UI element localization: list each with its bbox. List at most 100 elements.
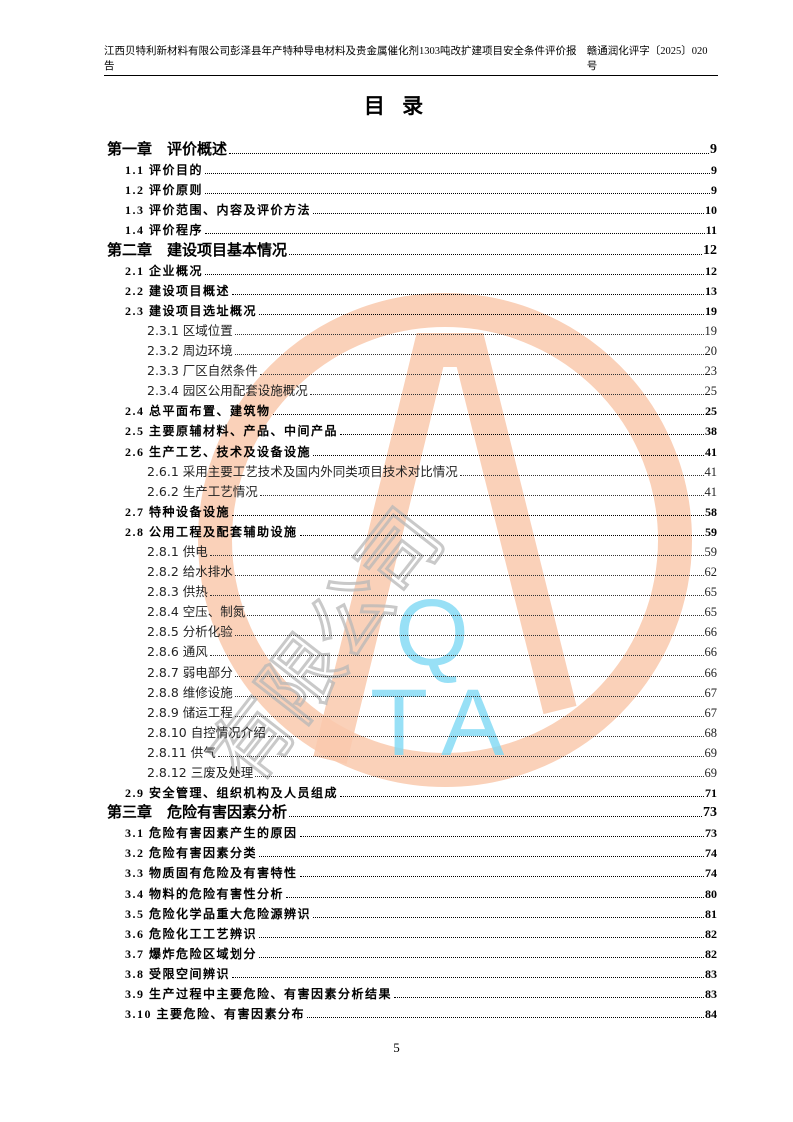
toc-entry-label: 2.8.3 供热 [147,584,208,600]
dot-leader [259,856,704,858]
toc-section-entry[interactable]: 2.5 主要原辅材料、产品、中间产品 38 [107,418,717,438]
toc-entry-label: 2.8 公用工程及配套辅助设施 [125,524,298,539]
toc-entry-page: 83 [705,966,717,981]
toc-entry-label: 3.4 物料的危险有害性分析 [125,886,285,901]
toc-section-entry[interactable]: 3.8 受限空间辨识 83 [107,961,717,981]
toc-section-entry[interactable]: 3.7 爆炸危险区域划分 82 [107,941,717,961]
toc-entry-label: 1.4 评价程序 [125,223,204,238]
toc-entry-label: 2.8.4 空压、制氮 [147,604,246,620]
toc-subsection-entry[interactable]: 2.8.5 分析化验 66 [107,619,717,640]
toc-subsection-entry[interactable]: 2.8.9 储运工程 67 [107,700,717,720]
toc-subsection-entry[interactable]: 2.8.8 维修设施 67 [107,680,717,700]
toc-section-entry[interactable]: 3.10 主要危险、有害因素分布 84 [107,1001,717,1021]
dot-leader [272,414,704,416]
toc-entry-page: 82 [705,946,717,961]
dot-leader [313,916,704,918]
dot-leader [313,213,704,215]
toc-entry-label: 2.3 建设项目选址概况 [125,303,258,318]
toc-section-entry[interactable]: 1.4 评价程序 11 [107,217,717,237]
page-header: 江西贝特利新材料有限公司彭泽县年产特种导电材料及贵金属催化剂1303吨改扩建项目… [104,46,718,76]
toc-entry-page: 74 [705,846,717,861]
toc-section-entry[interactable]: 3.3 物质固有危险及有害特性 74 [107,860,717,880]
toc-subsection-entry[interactable]: 2.3.2 周边环境 20 [107,338,718,359]
toc-chapter-entry[interactable]: 第三章 危险有害因素分析 73 [107,800,717,822]
toc-entry-page: 9 [711,163,717,178]
toc-subsection-entry[interactable]: 2.8.6 通风 66 [107,639,717,660]
toc-subsection-entry[interactable]: 2.3.4 园区公用配套设施概况 25 [107,378,718,399]
toc-section-entry[interactable]: 2.1 企业概况 12 [107,258,717,278]
toc-section-entry[interactable]: 2.3 建设项目选址概况 19 [107,298,717,318]
toc-section-entry[interactable]: 1.2 评价原则 9 [107,177,717,197]
toc-section-entry[interactable]: 2.9 安全管理、组织机构及人员组成 71 [107,780,717,800]
toc-subsection-entry[interactable]: 2.3.1 区域位置 19 [107,318,717,338]
toc-entry-label: 2.1 企业概况 [125,263,204,278]
toc-subsection-entry[interactable]: 2.6.1 采用主要工艺技术及国内外同类项目技术对比情况 41 [107,459,717,479]
dot-leader [232,293,704,295]
toc-entry-page: 25 [704,384,718,399]
page-number: 5 [393,1040,400,1055]
dot-leader [234,354,704,356]
dot-leader [459,474,704,476]
dot-leader [209,595,704,597]
dot-leader [205,233,705,235]
toc-entry-label: 3.1 危险有害因素产生的原因 [125,826,298,841]
toc-entry-label: 2.6 生产工艺、技术及设备设施 [125,444,312,459]
toc-subsection-entry[interactable]: 2.8.2 给水排水 62 [107,559,717,580]
toc-entry-label: 2.8.10 自控情况介绍 [147,724,266,740]
toc-entry-page: 25 [705,404,717,419]
toc-entry-label: 第二章 建设项目基本情况 [107,242,288,259]
dot-leader [217,755,704,757]
toc-subsection-entry[interactable]: 2.8.4 空压、制氮 65 [107,599,717,620]
toc-entry-page: 9 [710,142,717,158]
toc-entry-label: 2.8.9 储运工程 [147,704,233,720]
toc-subsection-entry[interactable]: 2.8.7 弱电部分 66 [107,659,718,680]
toc-entry-page: 83 [705,987,717,1002]
toc-subsection-entry[interactable]: 2.6.2 生产工艺情况 41 [107,479,717,499]
toc-section-entry[interactable]: 3.9 生产过程中主要危险、有害因素分析结果 83 [107,981,717,1001]
toc-section-entry[interactable]: 2.8 公用工程及配套辅助设施 59 [107,519,717,539]
toc-subsection-entry[interactable]: 2.3.3 厂区自然条件 23 [107,358,717,379]
dot-leader [205,173,710,175]
report-title: 江西贝特利新材料有限公司彭泽县年产特种导电材料及贵金属催化剂1303吨改扩建项目… [104,46,577,72]
toc-entry-label: 2.5 主要原辅材料、产品、中间产品 [125,424,339,439]
toc-entry-label: 2.6.2 生产工艺情况 [147,483,258,499]
toc-subsection-entry[interactable]: 2.8.11 供气 69 [107,740,717,760]
toc-section-entry[interactable]: 3.6 危险化工工艺辨识 82 [107,921,717,941]
toc-entry-page: 73 [703,805,717,821]
toc-entry-page: 41 [705,444,717,459]
toc-entry-label: 2.3.4 园区公用配套设施概况 [147,383,308,399]
toc-entry-page: 41 [704,464,718,479]
dot-leader [340,434,704,436]
dot-leader [286,896,704,898]
toc-section-entry[interactable]: 3.4 物料的危险有害性分析 80 [107,880,717,901]
toc-section-entry[interactable]: 1.1 评价目的 9 [107,157,717,177]
toc-entry-label: 1.1 评价目的 [125,163,204,178]
toc-section-entry[interactable]: 3.1 危险有害因素产生的原因 73 [107,820,717,840]
toc-section-entry[interactable]: 1.3 评价范围、内容及评价方法 10 [107,197,717,217]
toc-entry-page: 80 [705,886,717,901]
toc-section-entry[interactable]: 2.2 建设项目概述 13 [107,278,717,298]
toc-subsection-entry[interactable]: 2.8.12 三废及处理 69 [107,760,717,781]
dot-leader [340,796,704,798]
toc-entry-label: 2.8.7 弱电部分 [147,664,233,680]
toc-entry-page: 58 [705,504,717,519]
toc-subsection-entry[interactable]: 2.8.1 供电 59 [107,539,717,559]
toc-chapter-entry[interactable]: 第一章 评价概述 9 [107,137,717,158]
toc-section-entry[interactable]: 2.4 总平面布置、建筑物 25 [107,398,717,418]
toc-entry-label: 2.3.2 周边环境 [147,343,233,359]
toc-section-entry[interactable]: 3.5 危险化学品重大危险源辨识 81 [107,901,717,921]
toc-chapter-entry[interactable]: 第二章 建设项目基本情况 12 [107,237,717,259]
dot-leader [259,956,704,958]
toc-section-entry[interactable]: 2.6 生产工艺、技术及设备设施 41 [107,438,717,459]
dot-leader [289,253,702,255]
toc-entry-label: 2.8.5 分析化验 [147,624,233,640]
toc-entry-label: 第三章 危险有害因素分析 [107,805,288,822]
toc-entry-label: 2.8.11 供气 [147,744,216,760]
toc-entry-page: 20 [704,344,718,359]
dot-leader [307,1017,704,1019]
toc-entry-page: 66 [704,665,718,680]
toc-section-entry[interactable]: 2.7 特种设备设施 58 [107,499,717,519]
toc-subsection-entry[interactable]: 2.8.10 自控情况介绍 68 [107,720,717,740]
toc-section-entry[interactable]: 3.2 危险有害因素分类 74 [107,840,717,860]
toc-subsection-entry[interactable]: 2.8.3 供热 65 [107,579,717,600]
